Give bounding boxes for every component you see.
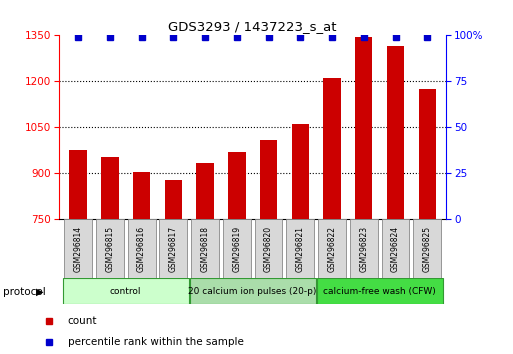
Text: percentile rank within the sample: percentile rank within the sample — [68, 337, 243, 348]
Bar — [254, 219, 283, 278]
Bar — [228, 152, 246, 219]
Text: GSM296821: GSM296821 — [296, 226, 305, 272]
Bar — [317, 278, 443, 304]
Bar — [128, 219, 155, 278]
Text: GSM296818: GSM296818 — [201, 226, 209, 272]
Bar — [419, 89, 436, 219]
Text: GSM296814: GSM296814 — [73, 225, 83, 272]
Bar — [101, 156, 119, 219]
Bar — [96, 219, 124, 278]
Text: GSM296820: GSM296820 — [264, 225, 273, 272]
Text: GSM296817: GSM296817 — [169, 225, 178, 272]
Text: 20 calcium ion pulses (20-p): 20 calcium ion pulses (20-p) — [188, 287, 317, 296]
Bar — [387, 46, 404, 219]
Text: GSM296822: GSM296822 — [327, 226, 337, 272]
Bar — [191, 219, 219, 278]
Bar — [355, 37, 372, 219]
Text: protocol: protocol — [3, 287, 45, 297]
Text: control: control — [110, 287, 142, 296]
Bar — [133, 172, 150, 219]
Bar — [350, 219, 378, 278]
Text: count: count — [68, 316, 97, 326]
Bar — [63, 278, 188, 304]
Text: ▶: ▶ — [36, 287, 44, 297]
Bar — [196, 163, 214, 219]
Bar — [413, 219, 441, 278]
Text: GSM296815: GSM296815 — [105, 225, 114, 272]
Text: calcium-free wash (CFW): calcium-free wash (CFW) — [323, 287, 436, 296]
Bar — [190, 278, 315, 304]
Bar — [69, 150, 87, 219]
Bar — [223, 219, 251, 278]
Text: GSM296819: GSM296819 — [232, 225, 241, 272]
Bar — [318, 219, 346, 278]
Bar — [382, 219, 409, 278]
Text: GSM296825: GSM296825 — [423, 225, 432, 272]
Text: GSM296816: GSM296816 — [137, 225, 146, 272]
Bar — [291, 124, 309, 219]
Text: GSM296824: GSM296824 — [391, 225, 400, 272]
Bar — [260, 140, 277, 219]
Bar — [64, 219, 92, 278]
Bar — [286, 219, 314, 278]
Text: GSM296823: GSM296823 — [359, 225, 368, 272]
Bar — [165, 179, 182, 219]
Title: GDS3293 / 1437223_s_at: GDS3293 / 1437223_s_at — [168, 20, 337, 33]
Bar — [160, 219, 187, 278]
Bar — [323, 78, 341, 219]
